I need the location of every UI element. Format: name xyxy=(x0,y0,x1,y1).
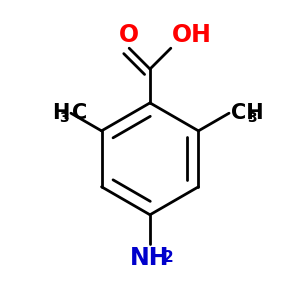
Text: NH: NH xyxy=(130,246,170,270)
Text: CH: CH xyxy=(230,103,263,123)
Text: 3: 3 xyxy=(59,112,69,125)
Text: OH: OH xyxy=(172,23,212,47)
Text: 3: 3 xyxy=(247,112,257,125)
Text: O: O xyxy=(119,23,139,47)
Text: C: C xyxy=(72,103,88,123)
Text: 2: 2 xyxy=(163,250,174,265)
Text: H: H xyxy=(52,103,70,123)
